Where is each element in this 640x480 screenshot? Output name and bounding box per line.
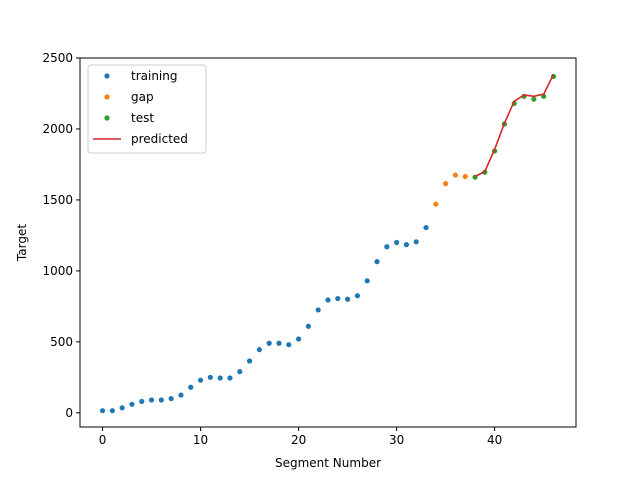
gap-point (462, 173, 468, 180)
legend: training gap test predicted (87, 64, 207, 154)
training-point (246, 358, 253, 364)
legend-swatch-gap (104, 94, 110, 100)
gap-point (443, 181, 449, 187)
axes-frame (79, 57, 577, 428)
x-tick-label: 0 (99, 433, 107, 447)
training-point (158, 397, 164, 403)
training-point (394, 239, 400, 246)
training-point (148, 397, 155, 403)
y-tick-label: 0 (65, 406, 73, 420)
y-tick-label: 1500 (42, 193, 73, 207)
training-point (237, 369, 243, 375)
y-axis-label: Target (15, 224, 29, 262)
training-point (423, 224, 429, 231)
y-tick-label: 1000 (42, 264, 73, 278)
y-tick-label: 2500 (42, 51, 73, 65)
training-point (325, 297, 331, 303)
series-layer (99, 73, 557, 414)
training-point (139, 398, 145, 405)
gap-point (433, 201, 439, 207)
legend-label-test: test (131, 111, 154, 125)
y-tick-label: 2000 (42, 122, 73, 136)
training-point (354, 293, 361, 299)
x-tick-label: 20 (291, 433, 306, 447)
y-tick-label: 500 (50, 335, 73, 349)
training-point (99, 408, 106, 414)
training-point (364, 278, 370, 284)
training-point (276, 340, 282, 346)
training-point (217, 375, 223, 381)
training-point (413, 239, 419, 245)
x-tick-label: 30 (389, 433, 404, 447)
legend-label-predicted: predicted (131, 132, 188, 146)
training-point (315, 307, 321, 313)
training-point (109, 408, 115, 414)
training-point (403, 242, 410, 248)
training-point (227, 375, 233, 381)
training-point (129, 401, 135, 407)
x-tick-label: 40 (487, 433, 502, 447)
legend-label-training: training (131, 69, 178, 83)
legend-box (87, 64, 207, 154)
training-point (335, 295, 341, 302)
training-point (345, 296, 351, 302)
training-point (286, 342, 292, 348)
training-point (119, 405, 125, 411)
training-point (207, 374, 213, 380)
legend-swatch-training (104, 73, 110, 79)
test-point (531, 96, 537, 102)
training-point (178, 392, 184, 398)
gap-point (452, 172, 459, 178)
training-point (374, 259, 380, 265)
training-point (295, 336, 302, 342)
legend-swatch-test (104, 115, 110, 121)
training-point (266, 340, 272, 346)
legend-label-gap: gap (131, 90, 154, 104)
training-point (384, 244, 390, 250)
training-point (256, 347, 262, 353)
x-tick-label: 10 (193, 433, 208, 447)
training-point (168, 396, 174, 402)
x-axis-label: Segment Number (275, 456, 381, 470)
training-point (188, 384, 194, 390)
ticks-layer: 0 10 20 30 40 0 500 1000 1500 2000 2500 (42, 51, 502, 447)
training-point (197, 377, 204, 383)
training-point (305, 323, 311, 329)
predicted-line (474, 73, 555, 178)
